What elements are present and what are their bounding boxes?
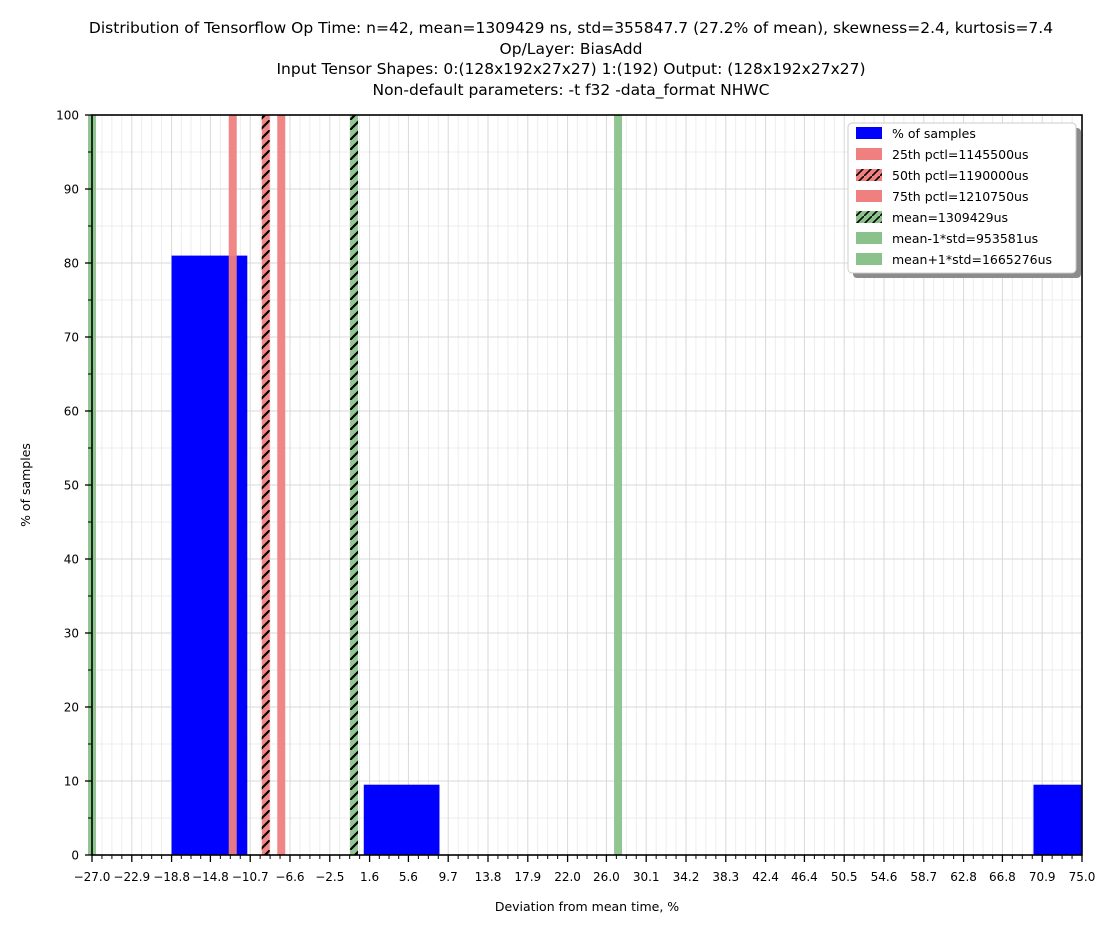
x-tick-label: 54.6 bbox=[871, 870, 898, 884]
y-tick-label: 30 bbox=[64, 627, 79, 641]
legend-label: 50th pctl=1190000us bbox=[892, 168, 1028, 183]
stat-line bbox=[277, 115, 286, 855]
title-line: Op/Layer: BiasAdd bbox=[500, 40, 643, 58]
title-line: Distribution of Tensorflow Op Time: n=42… bbox=[89, 19, 1053, 37]
x-tick-label: 66.8 bbox=[989, 870, 1016, 884]
y-tick-label: 80 bbox=[64, 257, 79, 271]
stat-line-hatch bbox=[350, 115, 359, 855]
y-axis-label: % of samples bbox=[18, 443, 33, 527]
histogram-bar bbox=[363, 784, 440, 855]
histogram-bars bbox=[171, 255, 1082, 856]
x-tick-label: 62.8 bbox=[950, 870, 977, 884]
legend-swatch bbox=[856, 190, 882, 202]
x-tick-label: 26.0 bbox=[593, 870, 620, 884]
x-tick-label: 38.3 bbox=[712, 870, 739, 884]
legend: % of samples 25th pctl=1145500us 50th pctl… bbox=[847, 122, 1081, 278]
legend-box bbox=[847, 122, 1077, 274]
x-tick-label: −14.8 bbox=[192, 870, 229, 884]
histogram-bar bbox=[1033, 784, 1082, 855]
x-tick-label: 58.7 bbox=[910, 870, 937, 884]
y-tick-label: 40 bbox=[64, 553, 79, 567]
x-tick-label: 17.9 bbox=[514, 870, 541, 884]
legend-swatch bbox=[856, 127, 882, 139]
legend-swatch-hatch bbox=[856, 169, 882, 181]
chart-title: Distribution of Tensorflow Op Time: n=42… bbox=[89, 19, 1053, 100]
legend-label: mean+1*std=1665276us bbox=[892, 252, 1052, 267]
y-tick-label: 10 bbox=[64, 775, 79, 789]
title-line: Input Tensor Shapes: 0:(128x192x27x27) 1… bbox=[276, 60, 865, 78]
x-tick-label: −10.7 bbox=[232, 870, 269, 884]
x-tick-label: −18.8 bbox=[153, 870, 190, 884]
x-tick-label: 50.5 bbox=[831, 870, 858, 884]
x-tick-label: 34.2 bbox=[673, 870, 700, 884]
x-tick-label: 42.4 bbox=[752, 870, 779, 884]
legend-swatch bbox=[856, 148, 882, 160]
x-tick-label: 46.4 bbox=[791, 870, 818, 884]
y-tick-label: 20 bbox=[64, 701, 79, 715]
stat-line-hatch bbox=[261, 115, 270, 855]
x-tick-label: 13.8 bbox=[475, 870, 502, 884]
x-tick-label: 5.6 bbox=[399, 870, 418, 884]
y-tick-label: 0 bbox=[71, 849, 79, 863]
x-tick-label: 22.0 bbox=[554, 870, 581, 884]
x-tick-label: 1.6 bbox=[360, 870, 379, 884]
y-tick-label: 60 bbox=[64, 405, 79, 419]
legend-swatch-hatch bbox=[856, 211, 882, 223]
x-tick-label: −22.9 bbox=[113, 870, 150, 884]
legend-label: 75th pctl=1210750us bbox=[892, 189, 1028, 204]
legend-swatch bbox=[856, 253, 882, 265]
axes: −27.0 −22.9 −18.8 −14.8 −10.7 −6.6 −2.5 1.6 5.6 9… bbox=[18, 109, 1095, 915]
y-tick-label: 50 bbox=[64, 479, 79, 493]
x-tick-label: 30.1 bbox=[633, 870, 660, 884]
legend-label: 25th pctl=1145500us bbox=[892, 147, 1028, 162]
stat-line bbox=[228, 115, 237, 855]
x-tick-label: −27.0 bbox=[74, 870, 111, 884]
title-line: Non-default parameters: -t f32 -data_for… bbox=[372, 81, 769, 100]
legend-swatch bbox=[856, 232, 882, 244]
stat-line bbox=[614, 115, 623, 855]
legend-label: mean-1*std=953581us bbox=[892, 231, 1038, 246]
x-tick-label: 70.9 bbox=[1029, 870, 1056, 884]
x-tick-label: −6.6 bbox=[275, 870, 304, 884]
x-axis-label: Deviation from mean time, % bbox=[495, 899, 679, 914]
legend-label: % of samples bbox=[892, 126, 976, 141]
x-tick-label: 9.7 bbox=[439, 870, 458, 884]
y-tick-label: 100 bbox=[56, 109, 79, 123]
legend-label: mean=1309429us bbox=[892, 210, 1008, 225]
y-tick-label: 90 bbox=[64, 183, 79, 197]
x-tick-label: 75.0 bbox=[1069, 870, 1096, 884]
y-tick-label: 70 bbox=[64, 331, 79, 345]
x-tick-label: −2.5 bbox=[315, 870, 344, 884]
